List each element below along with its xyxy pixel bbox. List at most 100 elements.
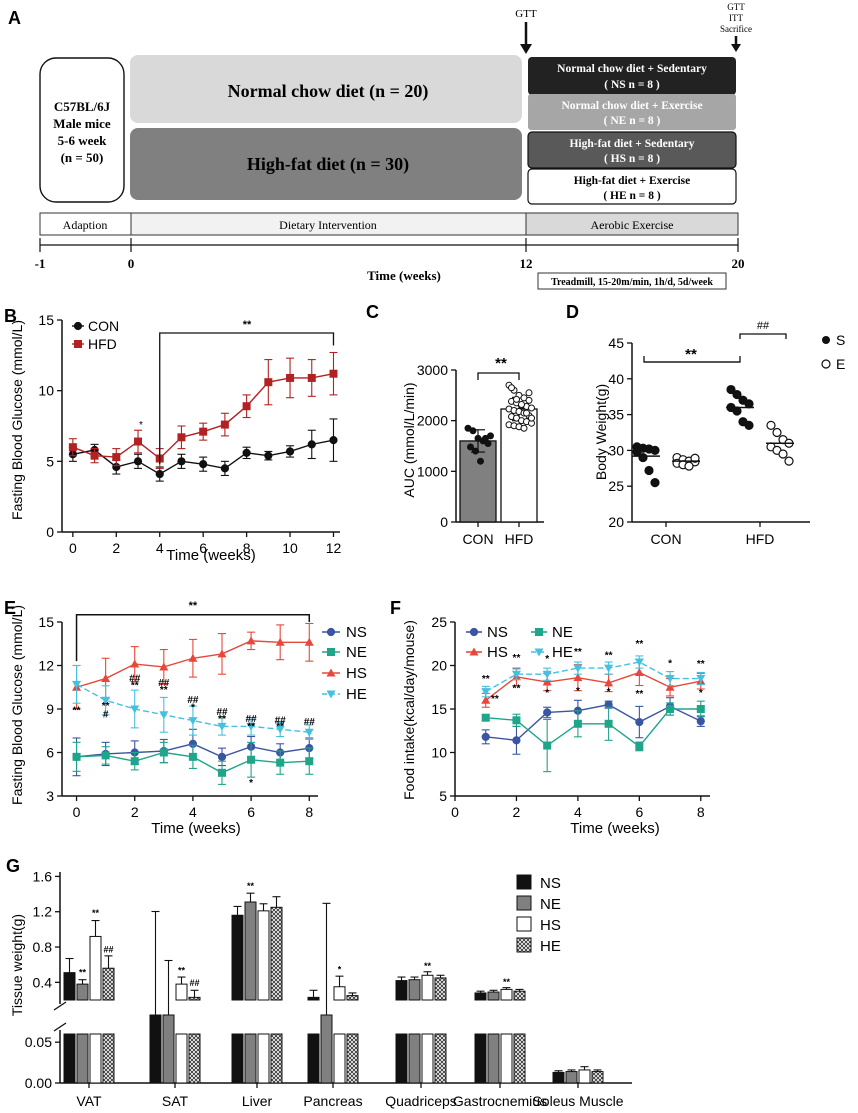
chart-b-xtick-label: 8 [243, 540, 251, 556]
chart-e-point-hs [101, 674, 111, 683]
chart-b-annot-small: * [139, 420, 143, 431]
chart-f-ytick-label: 20 [431, 658, 447, 674]
chart-d-point-e [772, 427, 782, 438]
chart-b-legend-con: CON [88, 318, 119, 334]
chart-e-point-hs [275, 637, 285, 646]
chart-g-annot: ** [503, 977, 511, 987]
chart-e-xtick-label: 0 [73, 804, 81, 820]
gtt-end-arrowhead [731, 44, 741, 52]
chart-g-bar-lower-he [346, 1033, 359, 1084]
chart-f-annot: * [545, 654, 549, 665]
chart-e-point-he [188, 717, 198, 726]
chart-b-point-con [177, 457, 186, 466]
chart-b-point-hfd [264, 378, 273, 387]
chart-e-legend-marker-ns [326, 627, 336, 637]
chart-g-legend-swatch-hs [516, 916, 532, 932]
timeline-tick-label: 0 [128, 256, 135, 271]
chart-b-ylabel: Fasting Blood Glucose (mmol/L) [9, 320, 25, 520]
chart-c-point [518, 400, 525, 408]
chart-g-bar-ne [487, 991, 500, 1001]
chart-g-bar-lower-hs [89, 1033, 102, 1084]
chart-g-bar-he [188, 996, 201, 1001]
mice-line-3: 5-6 week [58, 133, 108, 148]
chart-f-point-ns [481, 732, 490, 741]
chart-g-bar-ns [552, 1071, 565, 1084]
chart-e-point-he [72, 680, 82, 689]
chart-d-annot-hash: ## [757, 320, 770, 332]
treadmill-box [537, 272, 727, 290]
chart-g-bar-hs [175, 983, 188, 1001]
gtt-end-label-2: ITT [729, 13, 743, 23]
chart-d-point-s [650, 478, 660, 488]
chart-b-point-con [329, 436, 338, 445]
chart-e-ytick-label: 15 [38, 614, 54, 630]
chart-e-point-hs [188, 653, 198, 662]
chart-f-point-ne [481, 713, 490, 722]
chart-b-xtick-label: 6 [199, 540, 207, 556]
chart-d-legend-marker-s [822, 336, 830, 344]
chart-b-point-con [155, 469, 164, 479]
chart-b-ytick-label: 0 [46, 524, 54, 540]
chart-c-point [525, 396, 533, 404]
chart-e-annot: ** [131, 681, 139, 692]
chart-g-bar-ne [76, 983, 89, 1001]
chart-f-point-he [634, 658, 644, 667]
chart-e-annot: ** [160, 685, 168, 696]
mice-line-4: (n = 50) [61, 150, 104, 165]
chart-e-annot: ** [276, 721, 284, 732]
chart-f-annot: ** [697, 659, 705, 670]
chart-g-legend-label-he: HE [540, 938, 561, 955]
chart-e-point-ne [276, 758, 285, 767]
chart-g-xtick-label: VAT [76, 1093, 102, 1109]
group-hs-box [527, 131, 737, 169]
group-ne-box [528, 94, 736, 130]
chart-c: AUC (mmol/L/min) ** 0 1000 2000 3000 CON HFD [401, 355, 544, 547]
chart-e-bracket [75, 614, 311, 662]
chart-c-annot: ** [495, 355, 507, 372]
chart-g-bar-ns [63, 972, 76, 1001]
chart-e-annot: ** [102, 701, 110, 712]
chart-g-ytick-label: 0.00 [25, 1075, 52, 1091]
chart-g-annot: ## [189, 978, 199, 988]
chart-f-annot: ** [635, 689, 643, 700]
chart-e-point-ne [159, 748, 168, 757]
chart-g-bar-hs [257, 910, 270, 1001]
chart-g-bar-ne [565, 1071, 578, 1084]
chart-g-bar-lower-ne [408, 1033, 421, 1084]
chart-e-point-hs [159, 662, 169, 671]
chart-g-bar-lower-hs [333, 1033, 346, 1084]
chart-f-legend-marker-hs [469, 647, 479, 656]
chart-d-annot-main: ** [685, 346, 697, 363]
chart-b-point-hfd [68, 443, 77, 452]
phase-dietary-label: Dietary Intervention [279, 218, 377, 232]
chart-d-ytick-label: 30 [608, 442, 624, 458]
chart-e-xtick-label: 6 [247, 804, 255, 820]
chart-d-ytick-label: 35 [608, 407, 624, 423]
chart-e-annot: * [191, 702, 195, 713]
chart-d-point-s [638, 452, 648, 463]
chart-d-point-s [732, 389, 742, 400]
chart-g-bar-hs [578, 1069, 591, 1084]
chart-b-xtick-label: 12 [326, 540, 342, 556]
chart-d-ytick-label: 20 [608, 514, 624, 530]
chart-e-legend-label-ne: NE [346, 644, 367, 661]
chart-g-bar-ne [162, 1014, 175, 1084]
panel-d-label: D [566, 302, 579, 322]
chart-e-point-hs [304, 637, 314, 646]
chart-g-axis-break [53, 1001, 67, 1011]
phase-adaption-label: Adaption [63, 218, 108, 232]
chart-f-point-he [481, 688, 491, 697]
chart-g-bar-ns [231, 914, 244, 1001]
chart-c-point [508, 384, 515, 392]
chart-g-bar-lower-hs [257, 1033, 270, 1084]
chart-e-point-ne [101, 751, 110, 760]
chart-f-ytick-label: 10 [431, 745, 447, 761]
chart-g-legend-swatch-he [516, 937, 532, 953]
chart-e-ytick-label: 3 [46, 788, 54, 804]
chart-f-point-ns [512, 736, 521, 745]
chart-g-bar-ns [149, 1014, 162, 1084]
chart-e-point-hs [246, 636, 256, 645]
chart-e-point-ne [72, 752, 81, 761]
chart-g-bar-lower-ne [487, 1033, 500, 1084]
